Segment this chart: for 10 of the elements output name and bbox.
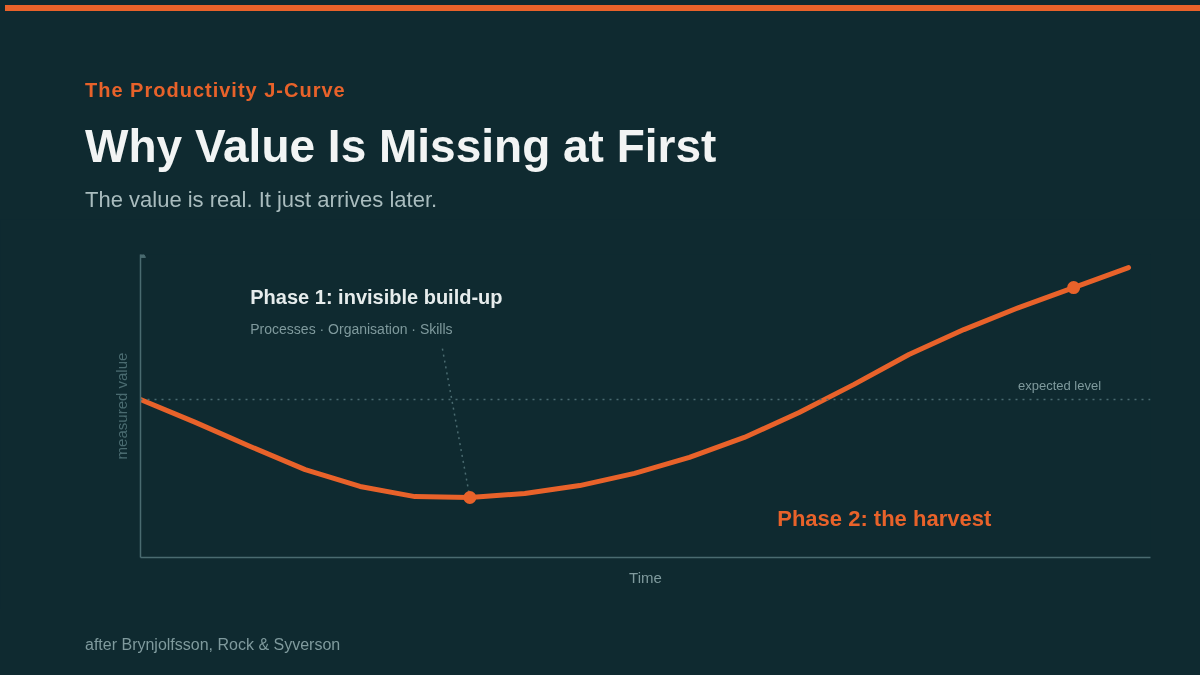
y-axis-title: measured value <box>112 352 130 460</box>
chart-title: Why Value Is Missing at First <box>85 119 717 174</box>
annotation: Phase 2: the harvest <box>777 506 992 532</box>
text: The Productivity J-Curve <box>85 78 346 103</box>
annotation: Phase 1: invisible build-up <box>250 285 503 308</box>
x-axis-title: Time <box>629 568 662 586</box>
ref-line-label: expected level <box>1017 378 1102 394</box>
annotation: Processes · Organisation · Skills <box>250 320 453 337</box>
chart-subtitle: The value is real. It just arrives later. <box>85 186 438 214</box>
text: after Brynjolfsson, Rock & Syverson <box>85 635 341 655</box>
